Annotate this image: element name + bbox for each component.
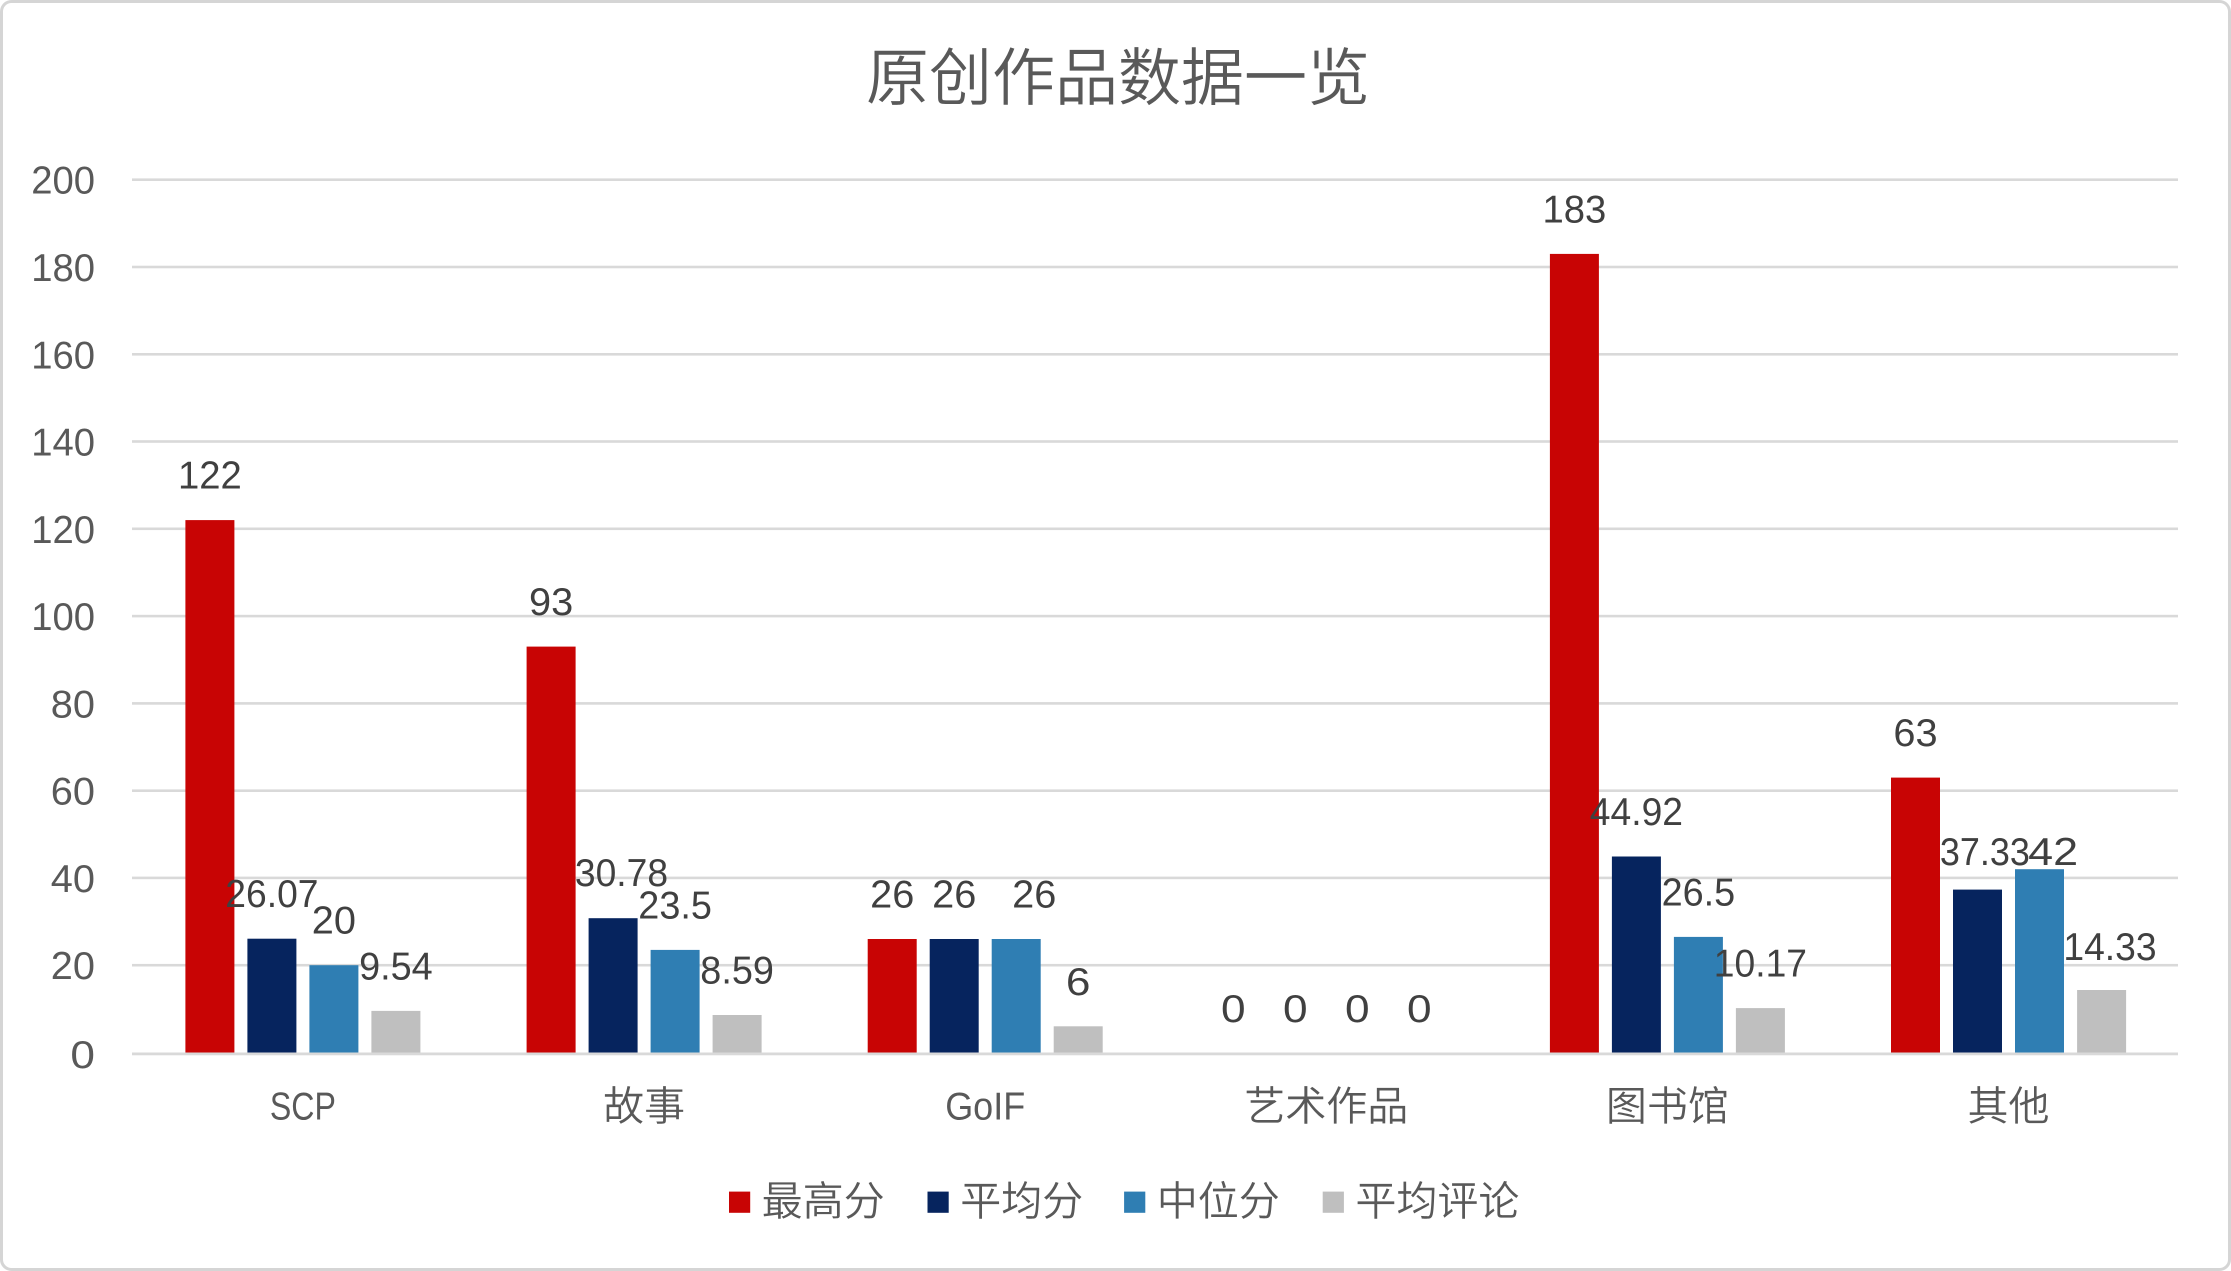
svg-text:180: 180 bbox=[31, 247, 95, 290]
svg-text:SCP: SCP bbox=[270, 1086, 336, 1129]
svg-text:0: 0 bbox=[1283, 988, 1308, 1031]
svg-text:63: 63 bbox=[1893, 712, 1937, 755]
svg-text:23.5: 23.5 bbox=[638, 884, 712, 927]
svg-text:9.54: 9.54 bbox=[359, 945, 433, 988]
svg-text:42: 42 bbox=[2028, 831, 2078, 874]
svg-text:30.78: 30.78 bbox=[575, 852, 668, 895]
svg-text:0: 0 bbox=[1221, 988, 1246, 1031]
svg-text:200: 200 bbox=[31, 160, 95, 203]
svg-text:26: 26 bbox=[1012, 874, 1056, 917]
svg-text:20: 20 bbox=[51, 945, 95, 988]
svg-text:GoIF: GoIF bbox=[945, 1086, 1025, 1129]
svg-text:183: 183 bbox=[1543, 188, 1607, 231]
svg-text:160: 160 bbox=[31, 334, 95, 377]
svg-text:0: 0 bbox=[1407, 988, 1432, 1031]
svg-text:14.33: 14.33 bbox=[2063, 926, 2156, 969]
svg-text:37.33: 37.33 bbox=[1940, 831, 2030, 874]
svg-text:120: 120 bbox=[31, 509, 95, 552]
svg-text:40: 40 bbox=[51, 858, 95, 901]
svg-text:26: 26 bbox=[932, 874, 976, 917]
svg-text:20: 20 bbox=[312, 900, 356, 943]
svg-text:0: 0 bbox=[70, 1034, 95, 1077]
svg-text:8.59: 8.59 bbox=[700, 950, 774, 993]
svg-text:26: 26 bbox=[870, 874, 914, 917]
svg-text:0: 0 bbox=[1345, 988, 1370, 1031]
svg-text:122: 122 bbox=[178, 455, 242, 498]
svg-text:44.92: 44.92 bbox=[1590, 791, 1683, 834]
svg-text:100: 100 bbox=[31, 596, 95, 639]
svg-text:26.07: 26.07 bbox=[225, 873, 318, 916]
svg-text:60: 60 bbox=[51, 771, 95, 814]
svg-text:80: 80 bbox=[51, 683, 95, 726]
svg-text:10.17: 10.17 bbox=[1714, 943, 1807, 986]
svg-text:93: 93 bbox=[529, 581, 573, 624]
svg-text:6: 6 bbox=[1066, 961, 1091, 1004]
svg-text:140: 140 bbox=[31, 422, 95, 465]
svg-text:26.5: 26.5 bbox=[1662, 871, 1736, 914]
